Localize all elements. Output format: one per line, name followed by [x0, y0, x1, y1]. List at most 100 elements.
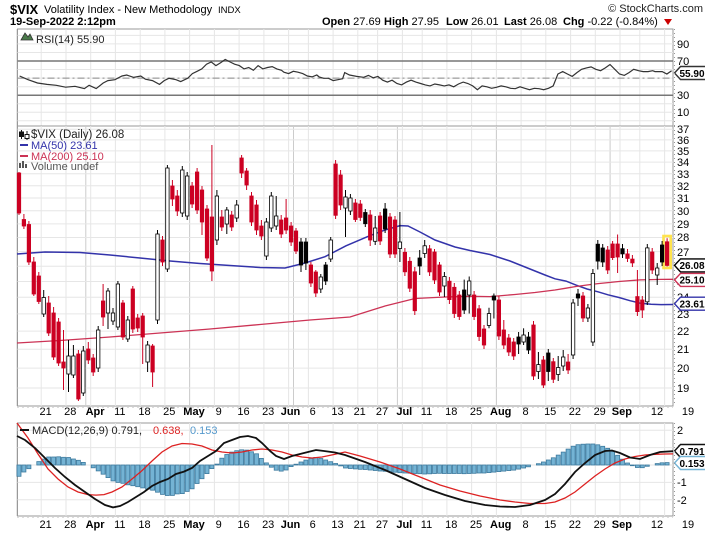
svg-text:11: 11 — [421, 519, 432, 531]
svg-text:27: 27 — [677, 247, 689, 259]
svg-text:33: 33 — [677, 169, 689, 181]
svg-text:MA(200) 25.10: MA(200) 25.10 — [31, 151, 104, 163]
svg-text:Sep: Sep — [612, 519, 632, 531]
svg-text:RSI(14) 55.90: RSI(14) 55.90 — [36, 34, 104, 46]
svg-text:22: 22 — [569, 406, 581, 418]
svg-text:13: 13 — [331, 406, 343, 418]
svg-text:8: 8 — [522, 519, 528, 531]
svg-text:Open 27.69: Open 27.69 — [322, 16, 381, 28]
svg-text:35: 35 — [677, 146, 689, 158]
svg-text:25: 25 — [470, 406, 482, 418]
svg-text:9: 9 — [216, 519, 222, 531]
svg-text:23: 23 — [262, 519, 274, 531]
svg-text:10: 10 — [677, 107, 689, 119]
svg-text:25: 25 — [163, 406, 175, 418]
svg-text:19: 19 — [682, 406, 694, 418]
svg-text:22: 22 — [677, 326, 689, 338]
svg-text:MACD(12,26,9) 0.791,: MACD(12,26,9) 0.791, — [32, 425, 142, 437]
svg-text:34: 34 — [677, 157, 689, 169]
svg-text:9: 9 — [216, 406, 222, 418]
svg-text:Aug: Aug — [490, 406, 511, 418]
svg-text:27: 27 — [376, 519, 388, 531]
svg-text:23: 23 — [677, 309, 689, 321]
svg-text:21: 21 — [39, 406, 51, 418]
svg-text:23.61: 23.61 — [680, 300, 705, 311]
svg-text:27: 27 — [376, 406, 388, 418]
svg-text:INDX: INDX — [218, 5, 241, 16]
svg-text:High 27.95: High 27.95 — [384, 16, 439, 28]
svg-text:0.153: 0.153 — [680, 459, 705, 470]
svg-text:Chg -0.22 (-0.84%): Chg -0.22 (-0.84%) — [563, 16, 658, 28]
svg-text:16: 16 — [237, 406, 249, 418]
svg-text:19-Sep-2022 2:12pm: 19-Sep-2022 2:12pm — [10, 16, 116, 28]
svg-text:55.90: 55.90 — [680, 69, 705, 80]
svg-text:70: 70 — [677, 56, 689, 68]
svg-text:19: 19 — [682, 519, 694, 531]
svg-text:0.791: 0.791 — [680, 447, 705, 458]
svg-text:$VIX (Daily) 26.08: $VIX (Daily) 26.08 — [31, 129, 124, 141]
svg-text:21: 21 — [354, 406, 366, 418]
svg-text:21: 21 — [677, 344, 689, 356]
svg-text:18: 18 — [445, 406, 457, 418]
svg-text:36: 36 — [677, 135, 689, 147]
svg-text:Aug: Aug — [490, 519, 511, 531]
svg-text:-1: -1 — [677, 477, 687, 489]
svg-text:18: 18 — [138, 406, 150, 418]
svg-text:28: 28 — [677, 232, 689, 244]
svg-text:0.153: 0.153 — [190, 425, 218, 437]
svg-text:16: 16 — [237, 519, 249, 531]
svg-text:29: 29 — [594, 406, 606, 418]
svg-text:18: 18 — [138, 519, 150, 531]
svg-text:30: 30 — [677, 206, 689, 218]
svg-text:6: 6 — [310, 519, 316, 531]
svg-text:© StockCharts.com: © StockCharts.com — [608, 3, 703, 15]
svg-text:Volume undef: Volume undef — [31, 161, 99, 173]
svg-text:6: 6 — [310, 406, 316, 418]
svg-text:12: 12 — [651, 406, 663, 418]
svg-text:30: 30 — [677, 90, 689, 102]
svg-text:15: 15 — [544, 519, 556, 531]
svg-text:32: 32 — [677, 181, 689, 193]
svg-text:23: 23 — [262, 406, 274, 418]
svg-text:-2: -2 — [677, 495, 687, 507]
svg-text:Jun: Jun — [281, 519, 301, 531]
svg-text:May: May — [183, 519, 205, 531]
svg-text:Jul: Jul — [396, 519, 412, 531]
svg-text:15: 15 — [544, 406, 556, 418]
svg-text:37: 37 — [677, 124, 689, 136]
svg-text:25.10: 25.10 — [680, 276, 705, 287]
svg-text:28: 28 — [64, 519, 76, 531]
svg-text:Sep: Sep — [612, 406, 632, 418]
svg-text:$VIX: $VIX — [10, 2, 39, 17]
svg-text:21: 21 — [354, 519, 366, 531]
svg-text:90: 90 — [677, 39, 689, 51]
svg-text:Apr: Apr — [86, 406, 106, 418]
svg-text:25: 25 — [470, 519, 482, 531]
svg-text:Volatility Index - New Methodo: Volatility Index - New Methodology — [44, 4, 213, 16]
svg-text:13: 13 — [331, 519, 343, 531]
svg-text:28: 28 — [64, 406, 76, 418]
svg-text:21: 21 — [39, 519, 51, 531]
svg-text:31: 31 — [677, 193, 689, 205]
svg-text:18: 18 — [445, 519, 457, 531]
svg-text:Jul: Jul — [396, 406, 412, 418]
svg-text:12: 12 — [651, 519, 663, 531]
svg-text:MA(50) 23.61: MA(50) 23.61 — [31, 140, 98, 152]
svg-text:Low 26.01: Low 26.01 — [446, 16, 499, 28]
svg-text:0.638,: 0.638, — [153, 425, 184, 437]
svg-text:Jun: Jun — [281, 406, 301, 418]
svg-text:11: 11 — [114, 406, 125, 418]
svg-text:26.08: 26.08 — [680, 261, 705, 272]
svg-text:11: 11 — [114, 519, 125, 531]
svg-text:Last 26.08: Last 26.08 — [504, 16, 557, 28]
svg-text:22: 22 — [569, 519, 581, 531]
svg-text:29: 29 — [677, 219, 689, 231]
svg-text:19: 19 — [677, 383, 689, 395]
svg-text:May: May — [183, 406, 205, 418]
svg-text:29: 29 — [594, 519, 606, 531]
svg-text:Apr: Apr — [86, 519, 106, 531]
svg-text:25: 25 — [163, 519, 175, 531]
svg-text:11: 11 — [421, 406, 432, 418]
svg-text:8: 8 — [522, 406, 528, 418]
svg-text:2: 2 — [677, 425, 683, 437]
